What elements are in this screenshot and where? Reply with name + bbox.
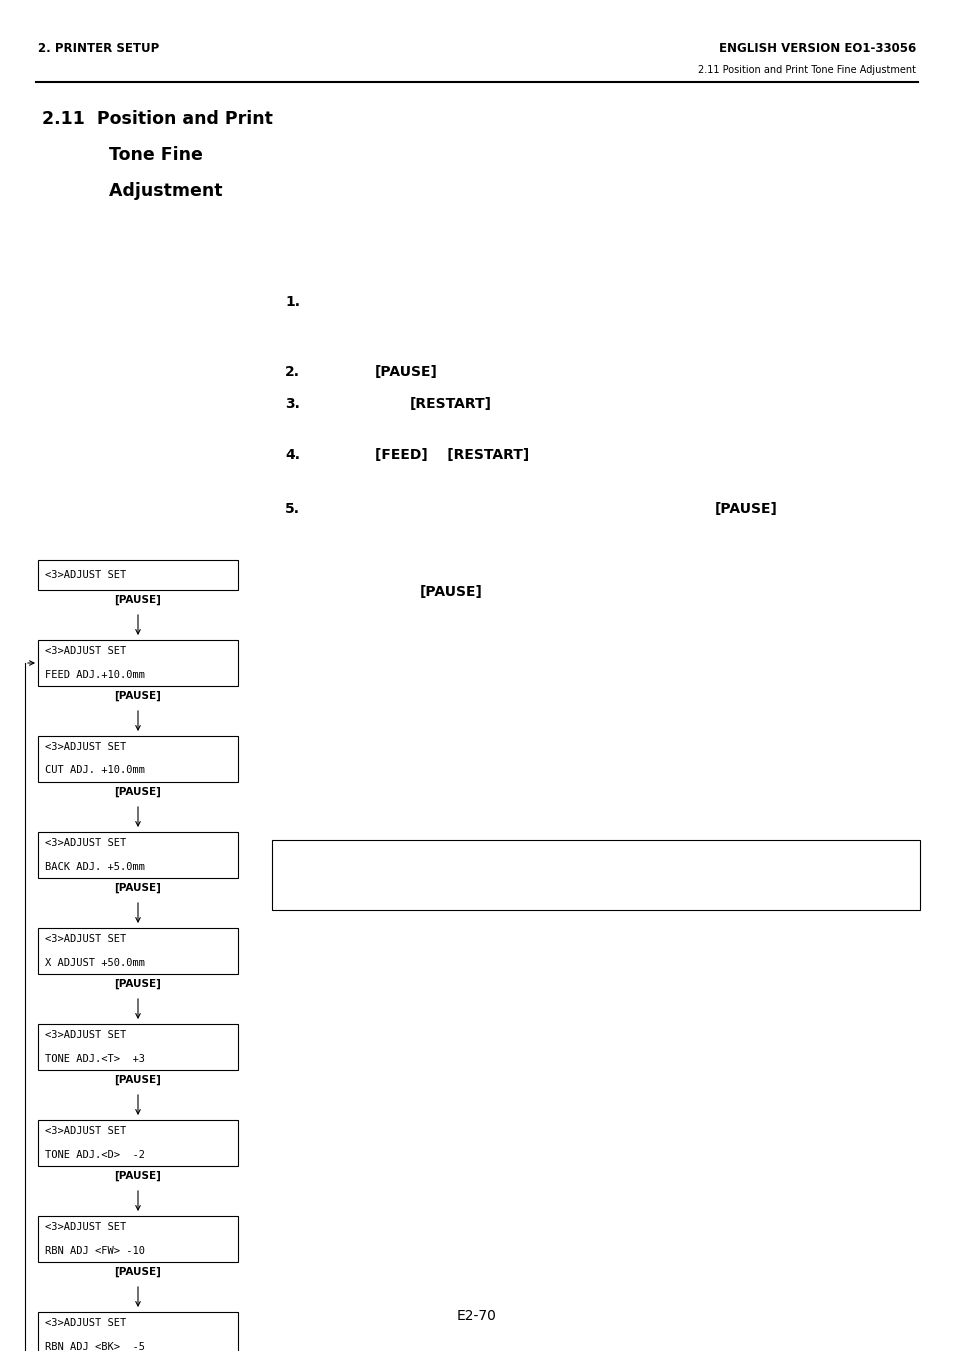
Bar — [38, 1312, 237, 1351]
Text: RBN ADJ <BK>  -5: RBN ADJ <BK> -5 — [45, 1342, 145, 1351]
Text: [PAUSE]: [PAUSE] — [419, 585, 482, 598]
Text: 2.: 2. — [285, 365, 299, 380]
Text: TONE ADJ.<T>  +3: TONE ADJ.<T> +3 — [45, 1054, 145, 1063]
Text: [PAUSE]: [PAUSE] — [114, 594, 161, 605]
Text: ENGLISH VERSION EO1-33056: ENGLISH VERSION EO1-33056 — [718, 42, 915, 55]
Text: <3>ADJUST SET: <3>ADJUST SET — [45, 1319, 126, 1328]
Text: [PAUSE]: [PAUSE] — [114, 979, 161, 989]
Text: <3>ADJUST SET: <3>ADJUST SET — [45, 839, 126, 848]
Text: <3>ADJUST SET: <3>ADJUST SET — [45, 1127, 126, 1136]
Bar — [38, 1216, 237, 1262]
Text: [PAUSE]: [PAUSE] — [114, 788, 161, 797]
Text: [PAUSE]: [PAUSE] — [114, 1075, 161, 1085]
Text: <3>ADJUST SET: <3>ADJUST SET — [45, 570, 126, 580]
Text: 2. PRINTER SETUP: 2. PRINTER SETUP — [38, 42, 159, 55]
Text: CUT ADJ. +10.0mm: CUT ADJ. +10.0mm — [45, 766, 145, 775]
Text: [PAUSE]: [PAUSE] — [114, 884, 161, 893]
Text: Adjustment: Adjustment — [67, 182, 222, 200]
Bar — [38, 640, 237, 686]
Text: [FEED]    [RESTART]: [FEED] [RESTART] — [375, 449, 529, 462]
Bar — [272, 840, 919, 911]
Text: [PAUSE]: [PAUSE] — [714, 503, 777, 516]
Text: BACK ADJ. +5.0mm: BACK ADJ. +5.0mm — [45, 862, 145, 871]
Bar — [38, 736, 237, 782]
Bar — [38, 832, 237, 878]
Text: 5.: 5. — [285, 503, 299, 516]
Text: 4.: 4. — [285, 449, 299, 462]
Text: 1.: 1. — [285, 295, 299, 309]
Text: [PAUSE]: [PAUSE] — [114, 690, 161, 701]
Text: <3>ADJUST SET: <3>ADJUST SET — [45, 1031, 126, 1040]
Text: 3.: 3. — [285, 397, 299, 411]
Text: <3>ADJUST SET: <3>ADJUST SET — [45, 743, 126, 753]
Bar — [38, 928, 237, 974]
Bar — [38, 1024, 237, 1070]
Text: [PAUSE]: [PAUSE] — [114, 1267, 161, 1277]
Bar — [38, 561, 237, 590]
Text: FEED ADJ.+10.0mm: FEED ADJ.+10.0mm — [45, 670, 145, 680]
Text: 2.11 Position and Print Tone Fine Adjustment: 2.11 Position and Print Tone Fine Adjust… — [698, 65, 915, 76]
Text: TONE ADJ.<D>  -2: TONE ADJ.<D> -2 — [45, 1150, 145, 1159]
Text: RBN ADJ <FW> -10: RBN ADJ <FW> -10 — [45, 1246, 145, 1255]
Text: [RESTART]: [RESTART] — [410, 397, 492, 411]
Text: Tone Fine: Tone Fine — [67, 146, 203, 163]
Bar — [38, 1120, 237, 1166]
Text: E2-70: E2-70 — [456, 1309, 497, 1323]
Text: X ADJUST +50.0mm: X ADJUST +50.0mm — [45, 958, 145, 967]
Text: [PAUSE]: [PAUSE] — [375, 365, 437, 380]
Text: 2.11  Position and Print: 2.11 Position and Print — [42, 109, 273, 128]
Text: <3>ADJUST SET: <3>ADJUST SET — [45, 647, 126, 657]
Text: <3>ADJUST SET: <3>ADJUST SET — [45, 1223, 126, 1232]
Text: [PAUSE]: [PAUSE] — [114, 1171, 161, 1181]
Text: <3>ADJUST SET: <3>ADJUST SET — [45, 935, 126, 944]
